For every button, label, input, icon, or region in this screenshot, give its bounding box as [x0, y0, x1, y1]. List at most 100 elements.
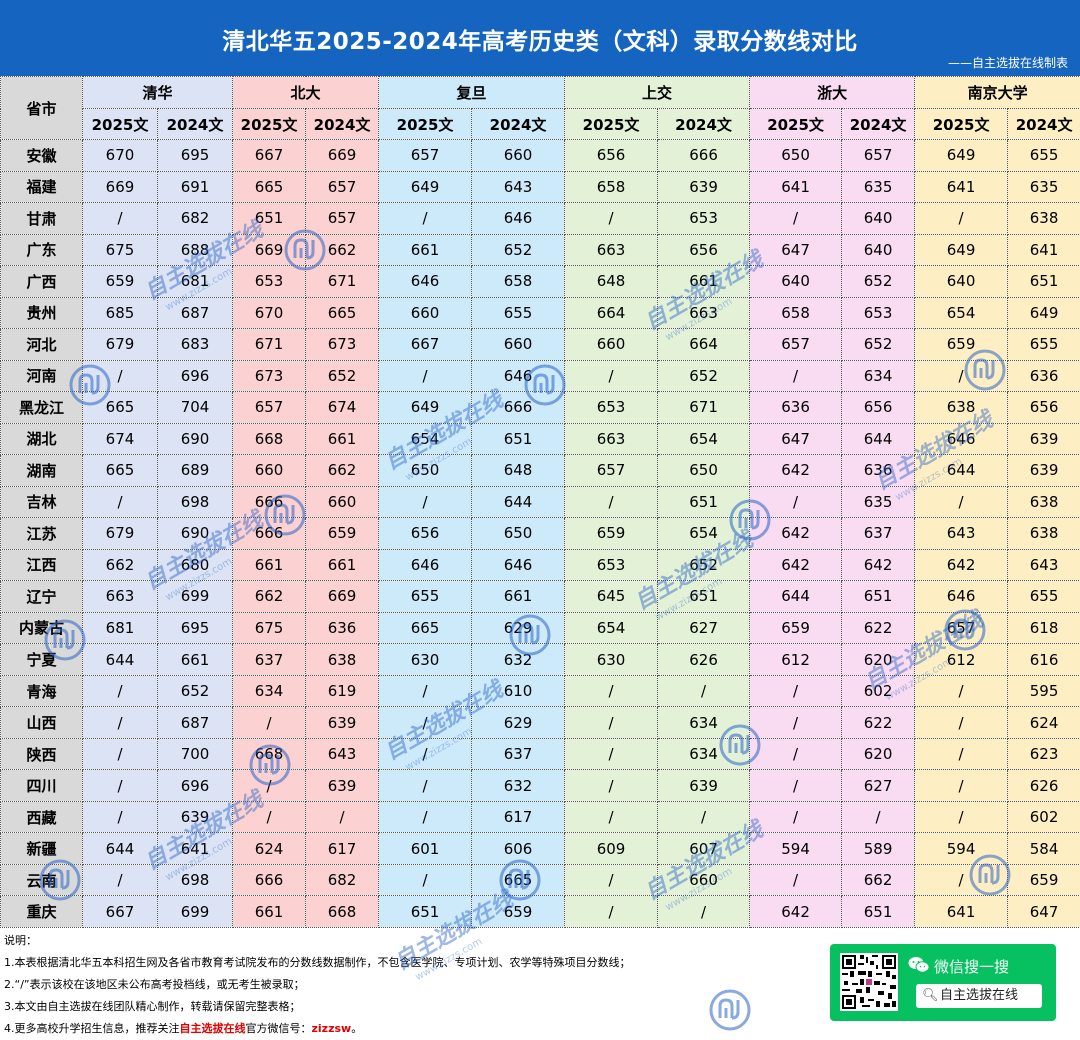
- score-cell: 629: [472, 612, 565, 644]
- province-cell: 黑龙江: [1, 392, 83, 424]
- score-cell: 649: [915, 140, 1008, 172]
- score-cell: 616: [1008, 644, 1080, 676]
- score-cell: 650: [658, 455, 750, 487]
- score-cell: 650: [472, 518, 565, 550]
- score-cell: 644: [750, 581, 842, 613]
- score-cell: 667: [83, 896, 158, 928]
- score-cell: 624: [1008, 707, 1080, 739]
- province-cell: 吉林: [1, 486, 83, 518]
- score-cell: 629: [472, 707, 565, 739]
- score-cell: 652: [842, 329, 915, 361]
- score-cell: 665: [306, 297, 379, 329]
- score-cell: 661: [472, 581, 565, 613]
- score-cell: /: [83, 486, 158, 518]
- score-cell: /: [83, 675, 158, 707]
- score-cell: 675: [233, 612, 306, 644]
- notes-heading: 说明：: [4, 930, 824, 952]
- score-cell: 622: [842, 707, 915, 739]
- score-cell: 661: [306, 549, 379, 581]
- score-cell: /: [915, 770, 1008, 802]
- score-cell: 644: [472, 486, 565, 518]
- score-cell: 660: [565, 329, 658, 361]
- score-cell: /: [233, 801, 306, 833]
- score-cell: /: [233, 770, 306, 802]
- score-cell: 656: [658, 234, 750, 266]
- score-cell: 698: [158, 486, 233, 518]
- search-icon: 🔍︎: [922, 984, 939, 1008]
- table-row: 山西/687/639/629/634/622/624: [1, 707, 1080, 739]
- score-cell: 651: [472, 423, 565, 455]
- score-cell: 668: [233, 738, 306, 770]
- score-cell: 657: [233, 392, 306, 424]
- score-cell: /: [83, 738, 158, 770]
- score-cell: 647: [750, 423, 842, 455]
- score-cell: 685: [83, 297, 158, 329]
- score-cell: 635: [842, 171, 915, 203]
- score-cell: 634: [233, 675, 306, 707]
- score-cell: 674: [306, 392, 379, 424]
- score-cell: 657: [565, 455, 658, 487]
- score-cell: 589: [842, 833, 915, 865]
- score-cell: 653: [842, 297, 915, 329]
- score-cell: 642: [750, 549, 842, 581]
- score-cell: 646: [915, 423, 1008, 455]
- year-header: 2025文: [379, 109, 472, 140]
- score-cell: 639: [1008, 423, 1080, 455]
- score-cell: /: [379, 203, 472, 235]
- score-cell: 665: [83, 455, 158, 487]
- province-cell: 四川: [1, 770, 83, 802]
- score-cell: 643: [915, 518, 1008, 550]
- score-cell: 627: [842, 770, 915, 802]
- wechat-search-box[interactable]: 🔍︎ 自主选拔在线: [916, 984, 1042, 1008]
- score-cell: 666: [233, 518, 306, 550]
- score-cell: 668: [233, 423, 306, 455]
- score-cell: /: [750, 770, 842, 802]
- score-cell: 690: [158, 423, 233, 455]
- score-cell: 687: [158, 707, 233, 739]
- score-cell: 638: [1008, 518, 1080, 550]
- score-cell: 670: [233, 297, 306, 329]
- score-cell: 656: [842, 392, 915, 424]
- score-cell: /: [379, 864, 472, 896]
- table-row: 西藏/639///617/////602: [1, 801, 1080, 833]
- province-cell: 西藏: [1, 801, 83, 833]
- score-cell: 627: [658, 612, 750, 644]
- province-cell: 云南: [1, 864, 83, 896]
- score-cell: 630: [379, 644, 472, 676]
- year-header: 2025文: [750, 109, 842, 140]
- wechat-search-card[interactable]: 微信搜一搜 🔍︎ 自主选拔在线: [830, 944, 1056, 1021]
- score-cell: /: [658, 675, 750, 707]
- province-cell: 江苏: [1, 518, 83, 550]
- score-cell: 651: [842, 896, 915, 928]
- score-cell: /: [750, 801, 842, 833]
- year-header: 2024文: [306, 109, 379, 140]
- score-cell: 663: [565, 234, 658, 266]
- score-cell: 673: [306, 329, 379, 361]
- score-cell: 666: [233, 864, 306, 896]
- score-cell: /: [83, 770, 158, 802]
- year-header: 2025文: [83, 109, 158, 140]
- score-cell: 681: [158, 266, 233, 298]
- note-text: 官方微信号：: [246, 1022, 312, 1035]
- score-cell: /: [915, 738, 1008, 770]
- qr-code[interactable]: [840, 953, 898, 1011]
- score-cell: /: [379, 675, 472, 707]
- score-cell: /: [915, 707, 1008, 739]
- score-cell: 652: [658, 549, 750, 581]
- score-cell: 663: [83, 581, 158, 613]
- score-cell: 632: [472, 770, 565, 802]
- score-cell: /: [233, 707, 306, 739]
- score-cell: 666: [233, 486, 306, 518]
- score-cell: 655: [1008, 581, 1080, 613]
- score-cell: /: [379, 486, 472, 518]
- score-cell: 643: [472, 171, 565, 203]
- score-cell: 671: [306, 266, 379, 298]
- note-line: 4.更多高校升学招生信息，推荐关注自主选拔在线官方微信号：zizzsw。: [4, 1018, 824, 1040]
